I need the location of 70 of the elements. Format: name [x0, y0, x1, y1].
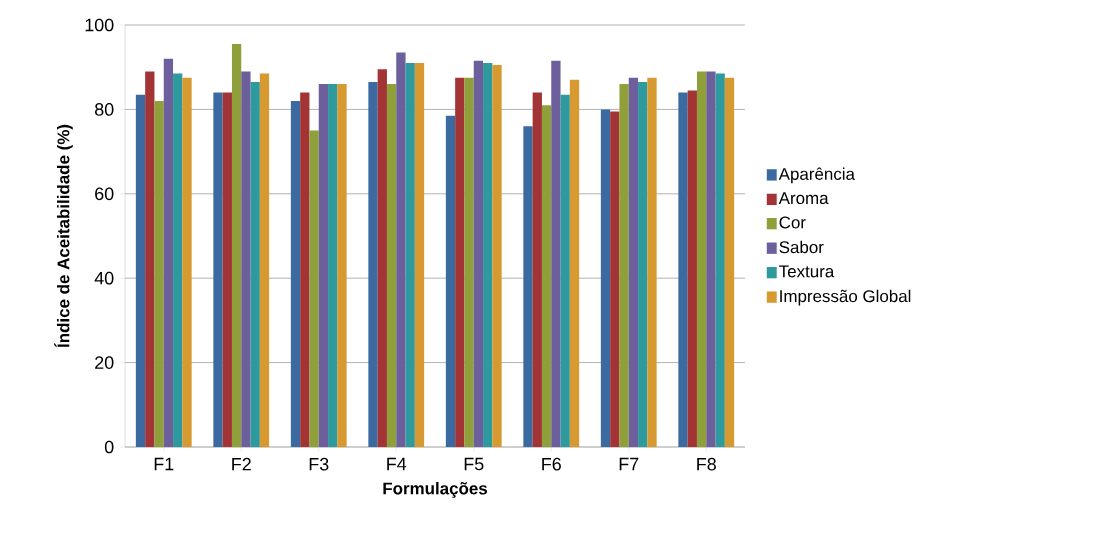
bar: [241, 71, 251, 447]
x-tick-label: F1: [154, 457, 174, 471]
legend-label: Aparência: [778, 167, 855, 184]
bar: [405, 62, 415, 447]
bar: [678, 92, 688, 447]
y-tick-label: 80: [95, 103, 114, 116]
bar: [231, 43, 242, 447]
bar: [414, 62, 425, 447]
x-tick-label: F3: [309, 457, 329, 471]
x-tick-label: F8: [697, 457, 716, 471]
bar: [628, 77, 639, 447]
bar: [551, 60, 561, 447]
y-axis-title: Índice de Aceitabilidade (%): [54, 124, 73, 348]
bar: [492, 65, 502, 447]
y-tick-label: 40: [94, 271, 114, 285]
x-tick-label: F2: [232, 457, 251, 471]
bar: [706, 71, 716, 447]
bar: [473, 60, 484, 447]
bar: [163, 58, 174, 447]
bar: [250, 81, 260, 447]
bar: [145, 71, 155, 447]
bar: [182, 77, 192, 447]
bar: [154, 100, 164, 447]
bar: [483, 62, 493, 447]
y-tick-label: 0: [104, 440, 114, 454]
x-tick-label: F4: [387, 457, 407, 471]
legend-label: Cor: [779, 216, 806, 229]
bar: [309, 130, 319, 447]
legend-label: Aroma: [778, 192, 829, 205]
y-tick-label: 100: [85, 18, 114, 32]
bar: [464, 77, 474, 447]
bar: [337, 84, 347, 447]
bar: [445, 115, 456, 447]
bar: [638, 81, 648, 447]
bar: [715, 73, 725, 447]
bar: [259, 73, 270, 447]
y-tick-label: 60: [95, 187, 114, 201]
x-axis-title: Formulações: [383, 482, 488, 498]
bar: [135, 94, 146, 447]
bar: [619, 84, 629, 447]
bar: [396, 52, 406, 447]
bar: [724, 77, 735, 447]
bar: [455, 77, 465, 447]
bar: [377, 69, 387, 447]
x-tick-label: F5: [464, 457, 484, 471]
bar: [368, 81, 378, 447]
x-tick-label: F7: [619, 457, 639, 471]
bar: [687, 90, 697, 447]
bar: [647, 77, 657, 447]
bar: [222, 92, 232, 447]
bar: [213, 92, 223, 447]
bar: [318, 84, 329, 447]
bar: [569, 79, 580, 447]
y-tick-label: 20: [95, 356, 114, 369]
legend-label: Sabor: [779, 240, 824, 254]
bar: [610, 111, 620, 447]
bar: [541, 105, 552, 447]
bar: [560, 94, 570, 447]
bar: [328, 84, 338, 447]
bar: [696, 71, 707, 447]
bar: [523, 126, 533, 447]
bar: [600, 109, 611, 447]
bar: [290, 100, 301, 447]
legend-label: Impressão Global: [780, 289, 911, 306]
bar: [300, 92, 310, 447]
x-tick-label: F6: [542, 457, 561, 471]
bar: [386, 84, 397, 447]
legend-label: Textura: [779, 265, 835, 278]
bar: [173, 73, 183, 447]
bar: [532, 92, 542, 447]
